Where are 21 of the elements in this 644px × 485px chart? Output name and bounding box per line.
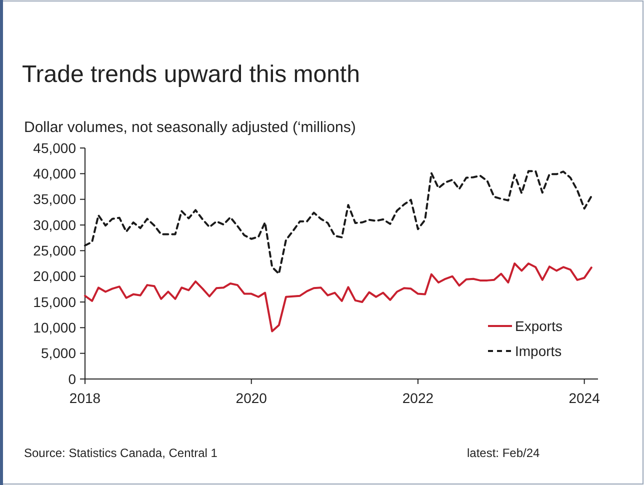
- legend-label: Exports: [515, 318, 562, 334]
- y-tick-label: 15,000: [33, 294, 76, 310]
- y-tick-label: 10,000: [33, 320, 76, 336]
- line-series: [84, 262, 592, 332]
- y-tick-label: 40,000: [33, 166, 76, 182]
- y-tick-label: 25,000: [33, 242, 76, 259]
- y-tick-label: 5,000: [40, 345, 76, 362]
- source-note: Source: Statistics Canada, Central 1: [24, 446, 218, 460]
- y-tick-label: 35,000: [33, 191, 76, 208]
- chart-title: Trade trends upward this month: [22, 61, 360, 88]
- x-tick-label: 2022: [402, 390, 434, 406]
- y-tick-label: 20,000: [33, 268, 76, 284]
- text: latest: Feb/24: [467, 446, 540, 460]
- y-tick-label: 30,000: [33, 216, 76, 233]
- legend-label: Imports: [515, 342, 562, 359]
- x-tick-label: 2020: [236, 390, 268, 406]
- y-tick-label: 45,000: [33, 140, 76, 156]
- y-tick-label: 0: [68, 370, 76, 387]
- y-axis-title: Dollar volumes, not seasonally adjusted (‘millions): [24, 119, 356, 136]
- x-tick-label: 2018: [69, 390, 101, 406]
- x-tick-label: 2024: [568, 390, 600, 406]
